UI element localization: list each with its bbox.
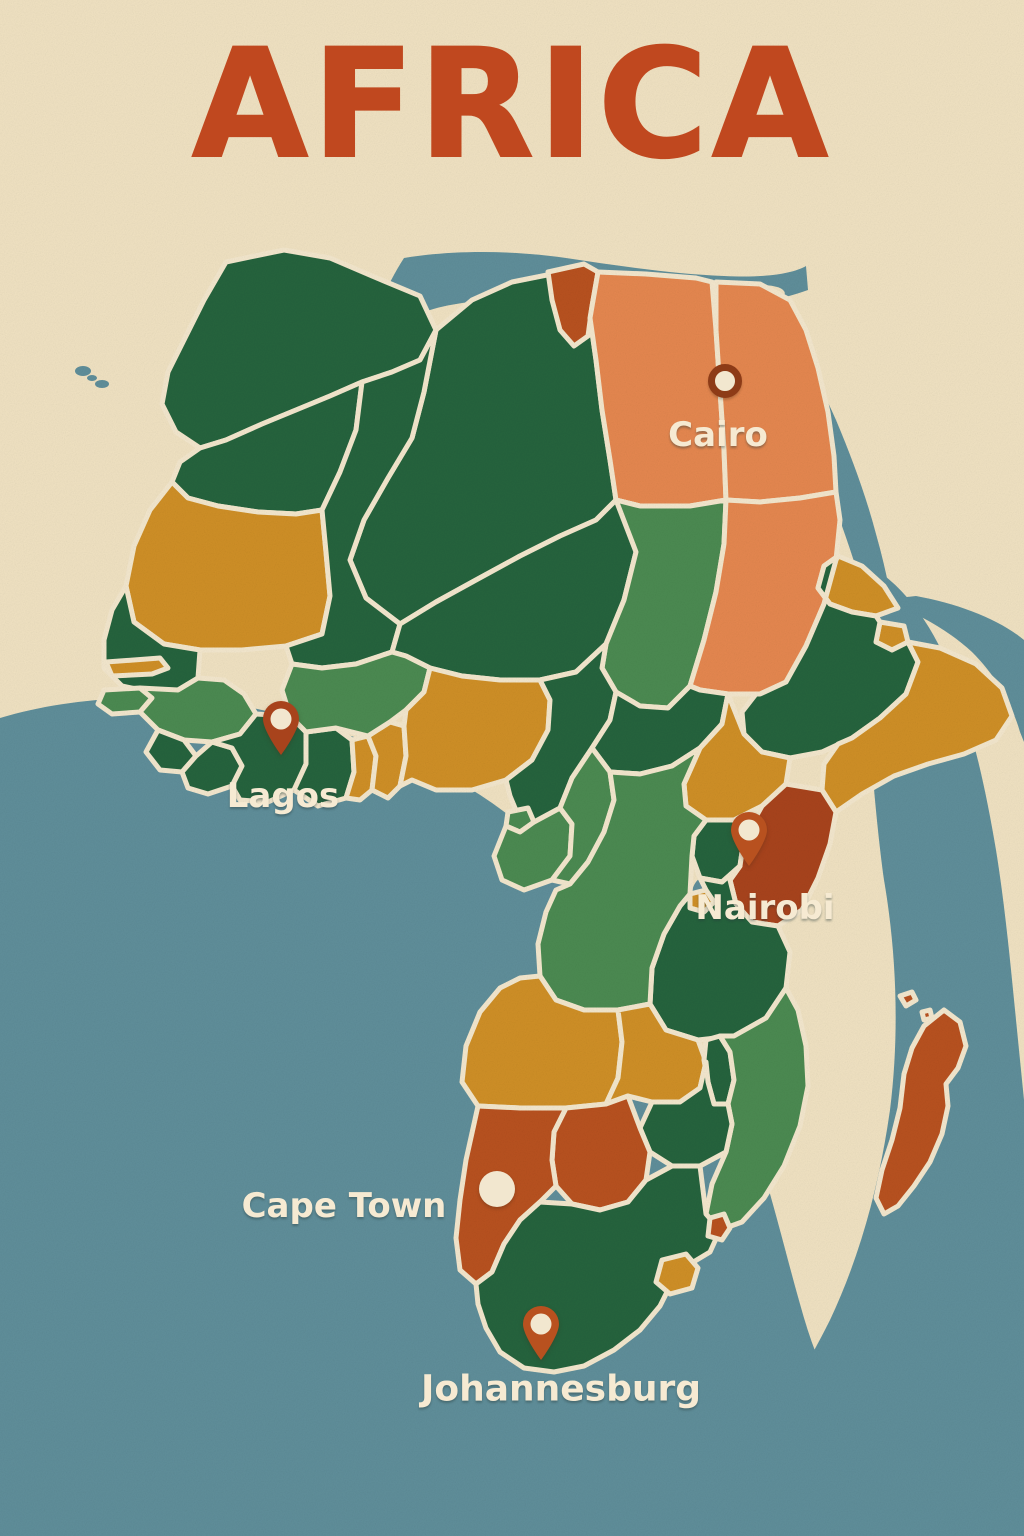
dot-marker-icon — [479, 1171, 515, 1207]
teardrop-marker-icon — [258, 698, 304, 756]
city-marker-nairobi[interactable] — [726, 809, 772, 867]
city-marker-cairo[interactable] — [708, 364, 742, 398]
city-label-lagos: Lagos — [226, 776, 340, 816]
city-marker-cape-town[interactable] — [479, 1171, 515, 1207]
teardrop-marker-icon — [726, 809, 772, 867]
cape-verde-island — [75, 366, 91, 376]
country-libya — [587, 269, 729, 509]
country-lesotho — [653, 1251, 701, 1297]
teardrop-marker-icon — [518, 1303, 564, 1361]
city-label-nairobi: Nairobi — [695, 888, 835, 928]
ring-marker-icon — [708, 364, 742, 398]
country-eswatini — [705, 1211, 733, 1243]
canary-island — [87, 375, 97, 381]
city-label-johannesburg: Johannesburg — [420, 1368, 702, 1410]
comoros-island — [897, 989, 919, 1009]
comoros-island-2 — [919, 1007, 935, 1023]
cape-verde-island-2 — [95, 380, 109, 388]
city-label-cape-town: Cape Town — [241, 1186, 447, 1226]
page-title: AFRICA — [191, 18, 833, 192]
city-marker-lagos[interactable] — [258, 698, 304, 756]
country-gambia — [103, 655, 171, 679]
city-label-cairo: Cairo — [668, 415, 768, 455]
city-marker-johannesburg[interactable] — [518, 1303, 564, 1361]
